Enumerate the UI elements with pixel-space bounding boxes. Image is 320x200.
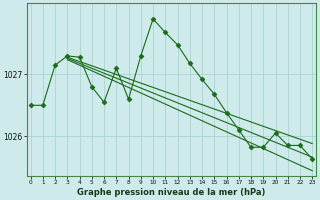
- X-axis label: Graphe pression niveau de la mer (hPa): Graphe pression niveau de la mer (hPa): [77, 188, 266, 197]
